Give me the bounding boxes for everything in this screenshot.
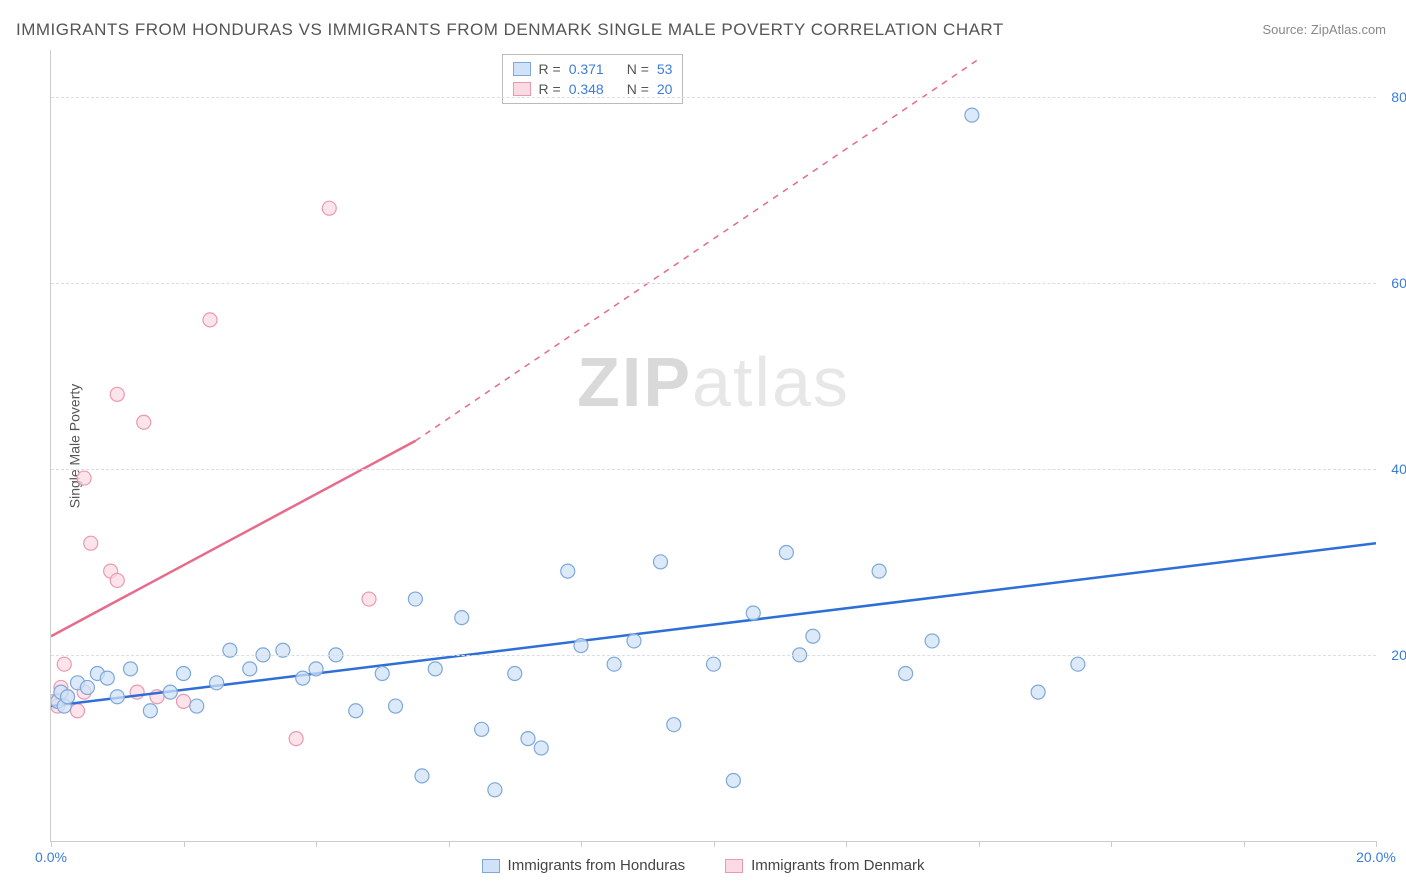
legend-label-honduras: Immigrants from Honduras (508, 857, 686, 874)
gridline-h (51, 655, 1376, 656)
y-tick-label: 60.0% (1391, 275, 1406, 291)
x-tick (316, 841, 317, 847)
chart-container: IMMIGRANTS FROM HONDURAS VS IMMIGRANTS F… (0, 0, 1406, 892)
y-tick-label: 20.0% (1391, 647, 1406, 663)
x-tick (714, 841, 715, 847)
x-tick (449, 841, 450, 847)
y-tick-label: 40.0% (1391, 461, 1406, 477)
r-value: 0.348 (569, 81, 619, 97)
swatch-icon (513, 62, 531, 76)
swatch-denmark (725, 859, 743, 873)
swatch-icon (513, 82, 531, 96)
chart-svg (51, 50, 1376, 841)
gridline-h (51, 97, 1376, 98)
n-label: N = (627, 81, 649, 97)
x-tick (1111, 841, 1112, 847)
gridline-h (51, 469, 1376, 470)
n-label: N = (627, 61, 649, 77)
chart-title: IMMIGRANTS FROM HONDURAS VS IMMIGRANTS F… (16, 20, 1004, 40)
plot-area: ZIPatlas R =0.371N =53R =0.348N =20 20.0… (50, 50, 1376, 842)
n-value: 20 (657, 81, 673, 97)
x-tick (581, 841, 582, 847)
r-label: R = (539, 61, 561, 77)
legend-bottom: Immigrants from Honduras Immigrants from… (0, 857, 1406, 874)
x-tick (846, 841, 847, 847)
r-value: 0.371 (569, 61, 619, 77)
x-tick (184, 841, 185, 847)
legend-label-denmark: Immigrants from Denmark (751, 857, 924, 874)
x-tick (51, 841, 52, 847)
legend-item-denmark: Immigrants from Denmark (725, 857, 924, 874)
x-tick (979, 841, 980, 847)
swatch-honduras (482, 859, 500, 873)
gridline-h (51, 283, 1376, 284)
r-label: R = (539, 81, 561, 97)
n-value: 53 (657, 61, 673, 77)
source-label: Source: ZipAtlas.com (1262, 22, 1386, 37)
x-tick (1376, 841, 1377, 847)
y-tick-label: 80.0% (1391, 89, 1406, 105)
legend-item-honduras: Immigrants from Honduras (482, 857, 686, 874)
x-tick (1244, 841, 1245, 847)
legend-stats-row: R = 0.371 N = 53 (513, 59, 673, 79)
